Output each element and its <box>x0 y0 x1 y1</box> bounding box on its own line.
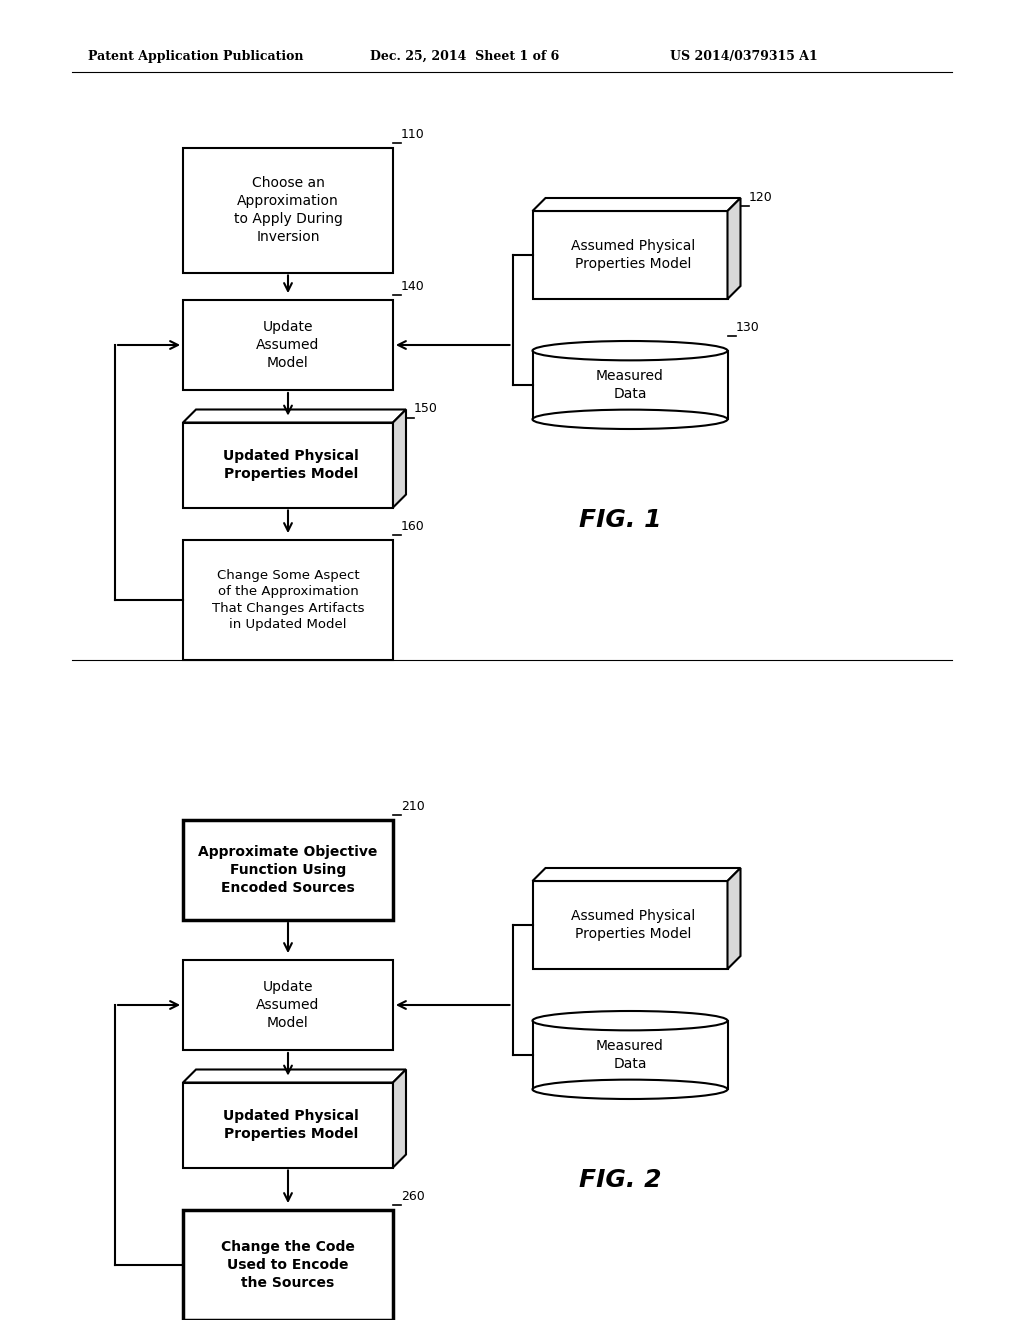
Text: Dec. 25, 2014  Sheet 1 of 6: Dec. 25, 2014 Sheet 1 of 6 <box>370 50 559 63</box>
FancyBboxPatch shape <box>183 820 393 920</box>
FancyBboxPatch shape <box>183 540 393 660</box>
Text: Approximate Objective
Function Using
Encoded Sources: Approximate Objective Function Using Enc… <box>199 845 378 895</box>
Text: Change Some Aspect
of the Approximation
That Changes Artifacts
in Updated Model: Change Some Aspect of the Approximation … <box>212 569 365 631</box>
Text: Choose an
Approximation
to Apply During
Inversion: Choose an Approximation to Apply During … <box>233 177 342 244</box>
Text: Assumed Physical
Properties Model: Assumed Physical Properties Model <box>570 909 695 941</box>
Polygon shape <box>727 869 740 969</box>
Polygon shape <box>183 422 393 507</box>
Text: Update
Assumed
Model: Update Assumed Model <box>256 321 319 370</box>
Text: 120: 120 <box>749 191 772 205</box>
Polygon shape <box>183 409 406 422</box>
Polygon shape <box>727 198 740 300</box>
Text: 210: 210 <box>401 800 425 813</box>
Text: Assumed Physical
Properties Model: Assumed Physical Properties Model <box>570 239 695 271</box>
Ellipse shape <box>532 1080 727 1100</box>
Text: Update
Assumed
Model: Update Assumed Model <box>256 981 319 1030</box>
Text: Patent Application Publication: Patent Application Publication <box>88 50 303 63</box>
Text: 110: 110 <box>401 128 425 140</box>
Ellipse shape <box>532 409 727 429</box>
Text: US 2014/0379315 A1: US 2014/0379315 A1 <box>670 50 818 63</box>
Polygon shape <box>532 351 727 420</box>
Text: Measured
Data: Measured Data <box>596 370 664 401</box>
Text: 140: 140 <box>401 280 425 293</box>
Text: 160: 160 <box>401 520 425 533</box>
Text: Measured
Data: Measured Data <box>596 1039 664 1071</box>
FancyBboxPatch shape <box>183 148 393 272</box>
Polygon shape <box>393 409 406 507</box>
Polygon shape <box>532 211 727 300</box>
Text: Updated Physical
Properties Model: Updated Physical Properties Model <box>223 449 358 480</box>
Polygon shape <box>532 869 740 880</box>
Text: 260: 260 <box>401 1191 425 1203</box>
Polygon shape <box>393 1069 406 1167</box>
Polygon shape <box>183 1069 406 1082</box>
Polygon shape <box>532 1020 727 1089</box>
Polygon shape <box>183 1082 393 1167</box>
Text: FIG. 1: FIG. 1 <box>579 508 662 532</box>
Text: Updated Physical
Properties Model: Updated Physical Properties Model <box>223 1109 358 1140</box>
FancyBboxPatch shape <box>183 300 393 389</box>
Text: Change the Code
Used to Encode
the Sources: Change the Code Used to Encode the Sourc… <box>221 1241 355 1290</box>
Ellipse shape <box>532 1011 727 1031</box>
Ellipse shape <box>532 341 727 360</box>
Text: 150: 150 <box>414 403 438 416</box>
Polygon shape <box>532 880 727 969</box>
FancyBboxPatch shape <box>183 960 393 1049</box>
Polygon shape <box>532 198 740 211</box>
Text: FIG. 2: FIG. 2 <box>579 1168 662 1192</box>
FancyBboxPatch shape <box>183 1210 393 1320</box>
Text: 130: 130 <box>735 321 759 334</box>
